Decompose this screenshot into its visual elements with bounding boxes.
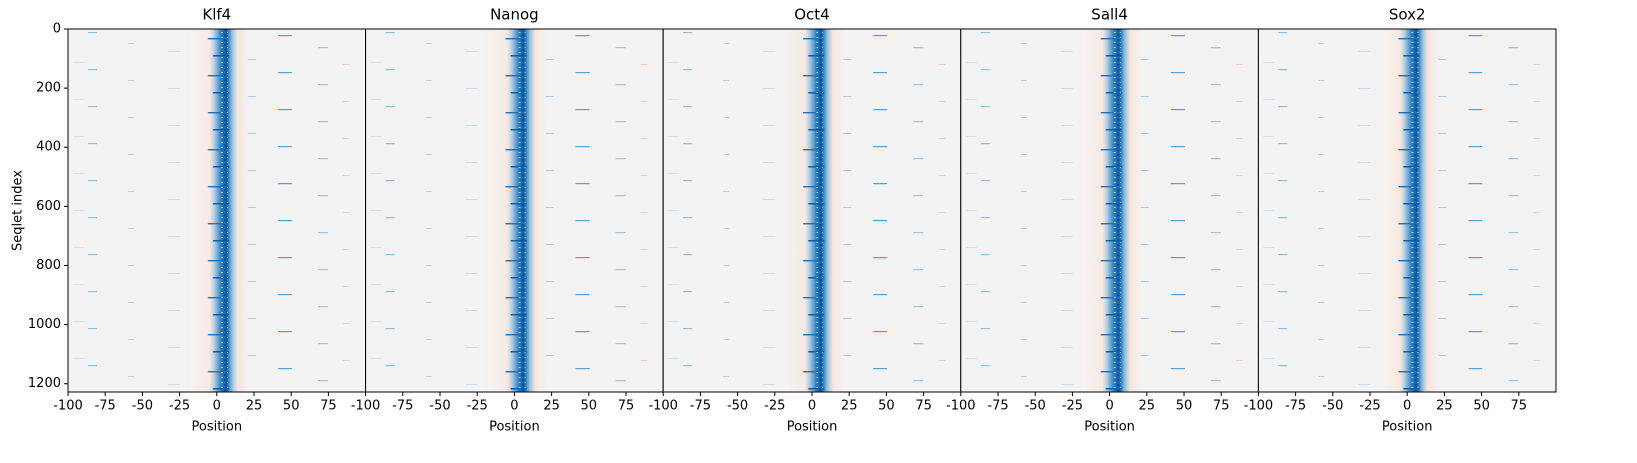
x-tick-label: 0 — [1403, 399, 1411, 414]
x-tick-label: -100 — [351, 399, 381, 414]
x-tick-label: 0 — [213, 399, 221, 414]
x-tick-label: 50 — [878, 399, 895, 414]
x-tick-label: -25 — [1359, 399, 1380, 414]
x-tick-label: -50 — [727, 399, 748, 414]
x-tick-label: 25 — [246, 399, 263, 414]
x-tick-label: -25 — [764, 399, 785, 414]
x-tick-label: -50 — [1025, 399, 1046, 414]
y-tick-label: 1000 — [28, 317, 61, 332]
heatmap-image — [960, 29, 1259, 392]
x-tick-label: -50 — [1322, 399, 1343, 414]
x-tick-label: 25 — [543, 399, 560, 414]
panel-title: Sall4 — [1091, 6, 1128, 24]
x-tick-label: 0 — [510, 399, 518, 414]
x-tick-label: 50 — [283, 399, 300, 414]
x-tick-label: 50 — [1176, 399, 1193, 414]
y-axis-label: Seqlet index — [11, 170, 26, 251]
x-tick-label: -50 — [132, 399, 153, 414]
y-tick-label: 400 — [36, 140, 61, 155]
x-tick-label: 0 — [1105, 399, 1113, 414]
heatmap-image — [1258, 29, 1556, 392]
x-tick-label: -75 — [392, 399, 413, 414]
x-tick-label: 25 — [841, 399, 858, 414]
y-tick-label: 200 — [36, 81, 61, 96]
x-tick-label: 50 — [1473, 399, 1490, 414]
x-axis-label: Position — [1084, 420, 1135, 435]
x-tick-label: -100 — [648, 399, 678, 414]
x-tick-label: 75 — [1213, 399, 1230, 414]
panel-title: Klf4 — [202, 6, 231, 24]
x-tick-label: -25 — [467, 399, 488, 414]
x-tick-label: -75 — [1285, 399, 1306, 414]
x-tick-label: -100 — [53, 399, 83, 414]
x-axis-label: Position — [787, 420, 838, 435]
x-tick-label: -50 — [429, 399, 450, 414]
y-tick-label: 600 — [36, 199, 61, 214]
x-tick-label: -75 — [690, 399, 711, 414]
x-tick-label: 50 — [581, 399, 598, 414]
x-tick-label: 75 — [618, 399, 635, 414]
x-tick-label: 0 — [808, 399, 816, 414]
y-tick-label: 0 — [53, 22, 61, 37]
heatmap-image — [365, 29, 664, 392]
x-tick-label: -25 — [169, 399, 190, 414]
panel-title: Oct4 — [794, 6, 829, 24]
x-tick-label: 75 — [915, 399, 932, 414]
x-tick-label: 25 — [1139, 399, 1156, 414]
x-tick-label: 75 — [1511, 399, 1528, 414]
panel-title: Sox2 — [1389, 6, 1426, 24]
y-tick-label: 800 — [36, 258, 61, 273]
x-tick-label: -25 — [1062, 399, 1083, 414]
x-axis-label: Position — [489, 420, 540, 435]
x-axis-label: Position — [191, 420, 242, 435]
panel-title: Nanog — [490, 6, 539, 24]
x-tick-label: -100 — [946, 399, 976, 414]
x-tick-label: -75 — [95, 399, 116, 414]
y-tick-label: 1200 — [28, 376, 61, 391]
x-tick-label: -75 — [987, 399, 1008, 414]
x-tick-label: 25 — [1436, 399, 1453, 414]
x-tick-label: 75 — [320, 399, 337, 414]
x-axis-label: Position — [1382, 420, 1433, 435]
x-tick-label: -100 — [1244, 399, 1274, 414]
heatmap-image — [68, 29, 366, 392]
heatmap-image — [663, 29, 961, 392]
